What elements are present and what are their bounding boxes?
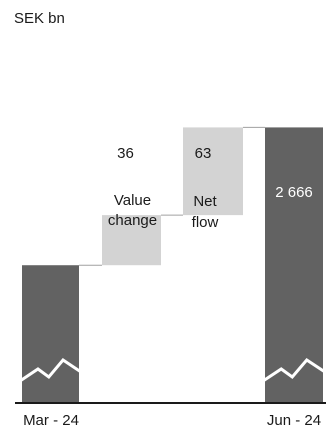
value-label-net-flow: 63: [195, 145, 212, 162]
chart-bars: [22, 127, 323, 404]
x-tick-label-start: Mar - 24: [23, 412, 79, 428]
x-tick-label-end: Jun - 24: [267, 412, 321, 428]
bar-step-value-change: [102, 215, 161, 266]
value-label-end: 2 666: [275, 184, 313, 201]
bar-total-start: [22, 265, 79, 403]
value-label-value-change: 36: [117, 145, 134, 162]
chart-labels: 2 567 36 63 2 666 Value change Net flow Mar - 24…: [23, 145, 321, 428]
bar-total-end: [265, 127, 323, 404]
axis-break-mark: [19, 358, 82, 383]
value-label-start: 2 567: [32, 245, 70, 262]
category-label-value-change-line1: Value: [114, 192, 151, 209]
axis-break-marks: [19, 358, 326, 383]
bar-step-net-flow: [183, 127, 243, 216]
category-label-net-flow-line1: Net: [193, 193, 217, 210]
category-label-value-change-line2: change: [108, 212, 157, 229]
category-label-net-flow-line2: flow: [192, 214, 219, 231]
axis-break-mark: [262, 358, 326, 383]
connector-lines: [79, 126, 265, 266]
unit-label: SEK bn: [14, 10, 65, 27]
